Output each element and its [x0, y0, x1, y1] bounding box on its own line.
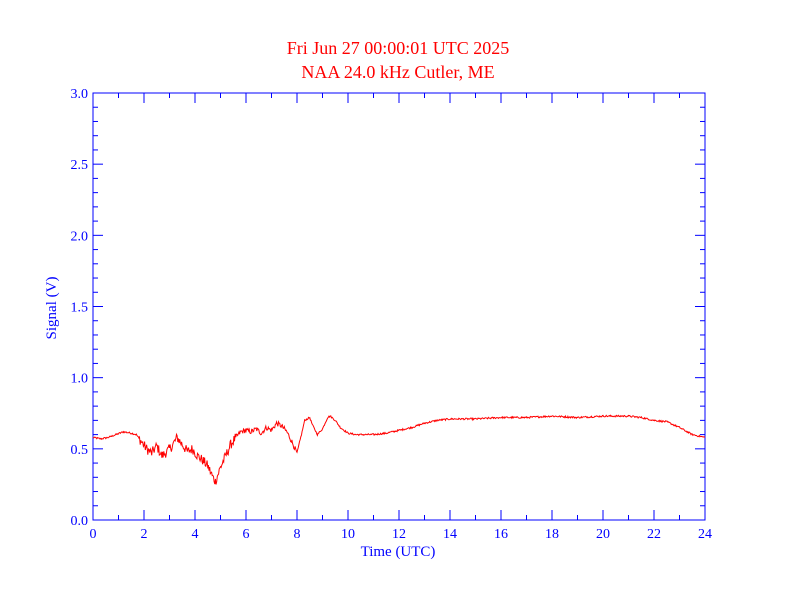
y-axis-label: Signal (V) [44, 277, 60, 340]
x-tick-label: 2 [141, 527, 148, 542]
x-axis-label: Time (UTC) [361, 544, 436, 560]
x-tick-label: 14 [443, 527, 457, 542]
y-tick-label: 2.0 [71, 229, 89, 244]
x-tick-label: 16 [494, 527, 508, 542]
x-tick-label: 12 [392, 527, 406, 542]
x-tick-label: 18 [545, 527, 559, 542]
signal-line [92, 414, 706, 485]
chart-subtitle: NAA 24.0 kHz Cutler, ME [301, 62, 494, 82]
x-tick-label: 6 [243, 527, 250, 542]
plot-axes [92, 92, 706, 521]
chart-title: Fri Jun 27 00:00:01 UTC 2025 [287, 38, 510, 58]
x-tick-label: 8 [294, 527, 301, 542]
y-tick-label: 2.5 [71, 158, 89, 173]
tick-labels: 0 2 4 6 8 10 12 14 16 18 20 22 240.00.51.01.52.02.53… [71, 87, 713, 542]
plot-frame [92, 92, 706, 521]
y-tick-label: 1.5 [71, 301, 89, 316]
x-tick-label: 22 [647, 527, 661, 542]
x-tick-label: 24 [698, 527, 712, 542]
y-tick-label: 0.0 [71, 514, 89, 529]
y-tick-label: 0.5 [71, 443, 89, 458]
x-tick-label: 0 [90, 527, 97, 542]
y-tick-label: 3.0 [71, 87, 89, 102]
x-tick-label: 20 [596, 527, 610, 542]
y-tick-label: 1.0 [71, 372, 89, 387]
series-group [92, 414, 706, 485]
x-tick-label: 4 [192, 527, 199, 542]
x-tick-label: 10 [341, 527, 355, 542]
